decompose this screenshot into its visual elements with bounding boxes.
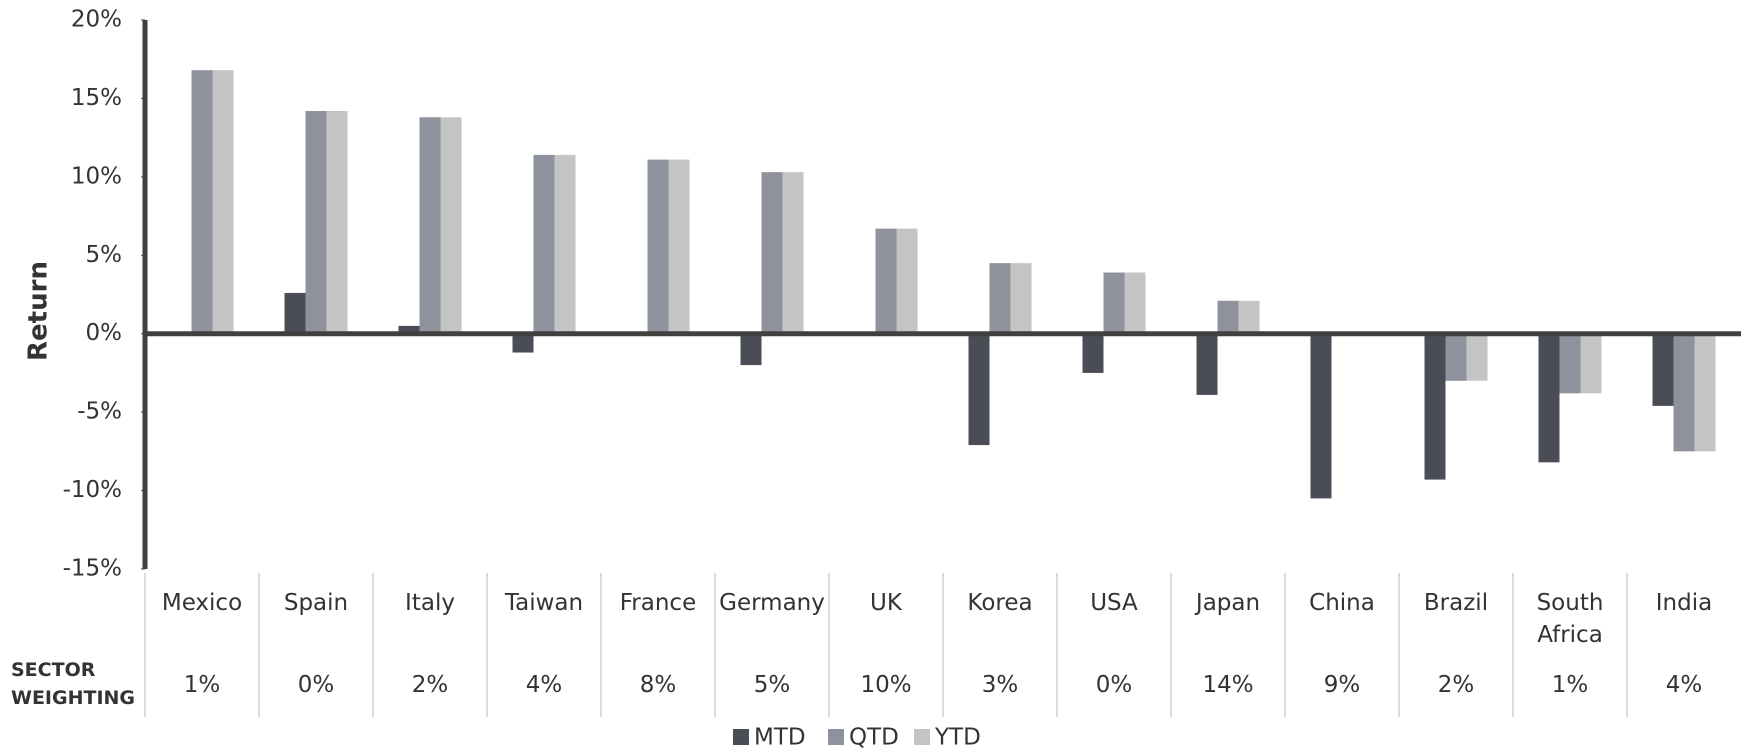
table-cell: 8% [639,672,677,698]
bar [1082,333,1104,373]
bar [875,228,897,334]
bar [212,70,234,334]
x-tick-label: Brazil [1423,590,1489,616]
table-cell: 4% [1665,672,1703,698]
bar [1217,300,1239,334]
y-tick-label: -15% [63,556,122,582]
bar [1424,333,1446,480]
x-tick-label: Italy [405,590,455,616]
bar [284,292,306,334]
bar [1310,333,1332,499]
y-tick-label: 10% [71,163,122,189]
table-cell: 1% [1551,672,1589,698]
y-axis-label: Return [24,261,54,361]
y-tick-label: -5% [77,399,122,425]
bar [740,333,762,366]
x-tick-label: Spain [283,590,349,616]
bar [782,172,804,334]
legend-label: YTD [934,725,981,750]
bar [1103,272,1125,334]
bar [968,333,990,446]
x-tick-label: China [1309,590,1375,616]
bar [1694,333,1716,452]
bar [1196,333,1218,395]
x-tick-label: India [1655,590,1713,616]
bar [1673,333,1695,452]
legend-swatch [828,729,844,745]
y-tick-label: 20% [71,7,122,33]
bar [1010,263,1032,334]
bar [1538,333,1560,463]
bar [512,333,534,353]
bar [1238,300,1260,334]
bar [896,228,918,334]
row-label: SECTOR WEIGHTING [11,659,136,709]
bar [989,263,1011,334]
table-cell: 2% [1437,672,1475,698]
table-cell: 0% [1095,672,1133,698]
bar [1580,333,1602,394]
bar [1466,333,1488,381]
table-cell: 2% [411,672,449,698]
legend-swatch [914,729,930,745]
bar [440,117,462,334]
legend-swatch [733,729,749,745]
table-cell: 4% [525,672,563,698]
table-cell: 5% [753,672,791,698]
bar [647,159,669,334]
table-cell: 1% [183,672,221,698]
legend-label: QTD [849,725,899,750]
x-tick-label: Taiwan [504,590,584,616]
x-tick-label: France [619,590,697,616]
bar [1652,333,1674,406]
x-tick-label: Mexico [161,590,243,616]
bar [554,154,576,334]
y-tick-label: 0% [86,320,123,346]
table-cell: 3% [981,672,1019,698]
x-tick-label: USA [1090,590,1138,616]
y-tick-label: -10% [63,477,122,503]
table-cell: 10% [860,672,912,698]
bar [1445,333,1467,381]
bar [191,70,213,334]
bar [398,325,420,334]
x-tick-label: UK [870,590,902,616]
bar [305,110,327,334]
bar [419,117,441,334]
table-cell: 0% [297,672,335,698]
bar [668,159,690,334]
table-cell: 9% [1323,672,1361,698]
bar [1559,333,1581,394]
bar [326,110,348,334]
bar [761,172,783,334]
y-tick-label: 15% [71,85,122,111]
x-tick-label: Korea [967,590,1033,616]
table-cell: 14% [1202,672,1254,698]
x-tick-label: Japan [1195,590,1261,616]
x-tick-label: South Africa [1536,590,1604,648]
y-tick-label: 5% [86,242,123,268]
legend-label: MTD [754,725,806,750]
bar [533,154,555,334]
x-tick-label: Germany [719,590,825,616]
bar [1124,272,1146,334]
